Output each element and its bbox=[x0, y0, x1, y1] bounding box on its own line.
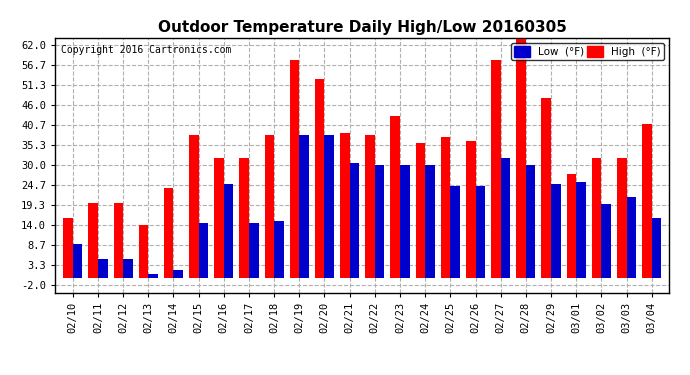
Bar bbox=[602, 204, 611, 278]
Bar bbox=[551, 184, 560, 278]
Bar bbox=[491, 60, 501, 278]
Bar bbox=[592, 158, 602, 278]
Bar bbox=[441, 137, 451, 278]
Bar bbox=[340, 133, 350, 278]
Bar bbox=[400, 165, 410, 278]
Bar bbox=[139, 225, 148, 278]
Bar bbox=[350, 163, 359, 278]
Bar bbox=[63, 217, 73, 278]
Bar bbox=[324, 135, 334, 278]
Bar bbox=[501, 158, 510, 278]
Bar bbox=[148, 274, 158, 278]
Bar bbox=[542, 98, 551, 278]
Bar bbox=[189, 135, 199, 278]
Bar bbox=[466, 141, 475, 278]
Bar bbox=[290, 60, 299, 278]
Bar bbox=[264, 135, 274, 278]
Bar bbox=[576, 182, 586, 278]
Bar bbox=[365, 135, 375, 278]
Text: Copyright 2016 Cartronics.com: Copyright 2016 Cartronics.com bbox=[61, 45, 232, 55]
Bar bbox=[566, 174, 576, 278]
Legend: Low  (°F), High  (°F): Low (°F), High (°F) bbox=[511, 43, 664, 60]
Bar bbox=[114, 202, 123, 278]
Bar bbox=[375, 165, 384, 278]
Bar bbox=[642, 124, 651, 278]
Bar bbox=[98, 259, 108, 278]
Bar bbox=[627, 197, 636, 278]
Bar bbox=[274, 221, 284, 278]
Bar bbox=[224, 184, 233, 278]
Bar bbox=[199, 223, 208, 278]
Bar bbox=[651, 217, 661, 278]
Bar bbox=[73, 244, 82, 278]
Bar bbox=[617, 158, 627, 278]
Bar bbox=[249, 223, 259, 278]
Bar bbox=[173, 270, 183, 278]
Bar bbox=[451, 186, 460, 278]
Bar bbox=[475, 186, 485, 278]
Bar bbox=[123, 259, 132, 278]
Bar bbox=[415, 142, 425, 278]
Bar bbox=[425, 165, 435, 278]
Bar bbox=[391, 116, 400, 278]
Bar bbox=[164, 188, 173, 278]
Bar bbox=[299, 135, 309, 278]
Bar bbox=[239, 158, 249, 278]
Bar bbox=[526, 165, 535, 278]
Title: Outdoor Temperature Daily High/Low 20160305: Outdoor Temperature Daily High/Low 20160… bbox=[158, 20, 566, 35]
Bar bbox=[516, 39, 526, 278]
Bar bbox=[215, 158, 224, 278]
Bar bbox=[88, 202, 98, 278]
Bar bbox=[315, 79, 324, 278]
